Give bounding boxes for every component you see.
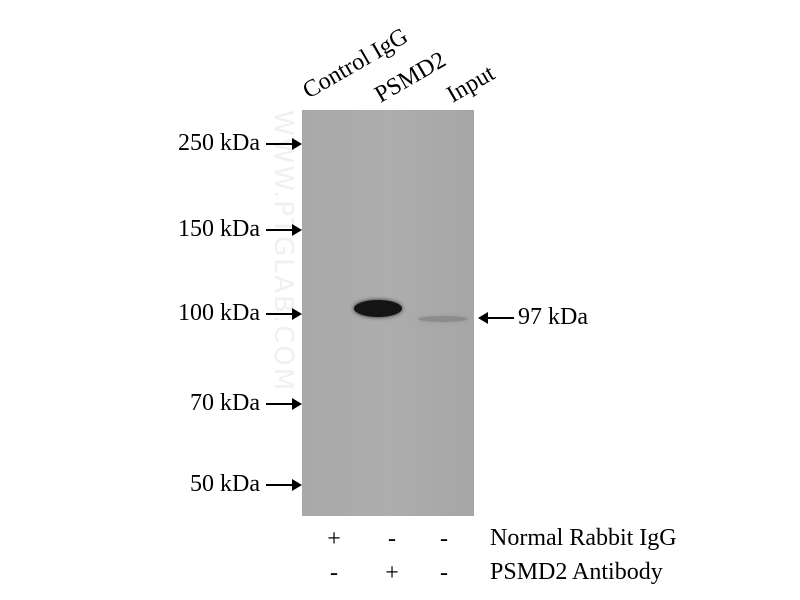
arrow-right-icon — [266, 397, 302, 410]
marker-100: 100 kDa — [178, 300, 302, 327]
marker-label: 50 kDa — [190, 471, 260, 497]
arrow-right-icon — [266, 307, 302, 320]
condition-label: PSMD2 Antibody — [490, 559, 663, 585]
watermark: WWW.PTGLAB.COM — [268, 110, 298, 393]
marker-label: 70 kDa — [190, 390, 260, 416]
blot-membrane — [302, 110, 474, 516]
sign: - — [440, 526, 448, 552]
sign: + — [327, 526, 341, 552]
sign: - — [330, 560, 338, 586]
band-input — [418, 316, 468, 322]
sign: + — [385, 560, 399, 586]
band-psmd2-ip — [354, 300, 402, 317]
arrow-right-icon — [266, 478, 302, 491]
condition-label: Normal Rabbit IgG — [490, 525, 677, 551]
marker-label: 150 kDa — [178, 216, 260, 242]
marker-label: 250 kDa — [178, 130, 260, 156]
sign: - — [388, 526, 396, 552]
marker-150: 150 kDa — [178, 216, 302, 243]
arrow-right-icon — [266, 223, 302, 236]
marker-70: 70 kDa — [190, 390, 302, 417]
sign: - — [440, 560, 448, 586]
target-marker: 97 kDa — [478, 304, 588, 331]
lane-label-input: Input — [442, 60, 500, 109]
marker-label: 100 kDa — [178, 300, 260, 326]
target-label: 97 kDa — [518, 304, 588, 330]
arrow-right-icon — [266, 137, 302, 150]
marker-50: 50 kDa — [190, 471, 302, 498]
arrow-left-icon — [478, 311, 514, 324]
marker-250: 250 kDa — [178, 130, 302, 157]
